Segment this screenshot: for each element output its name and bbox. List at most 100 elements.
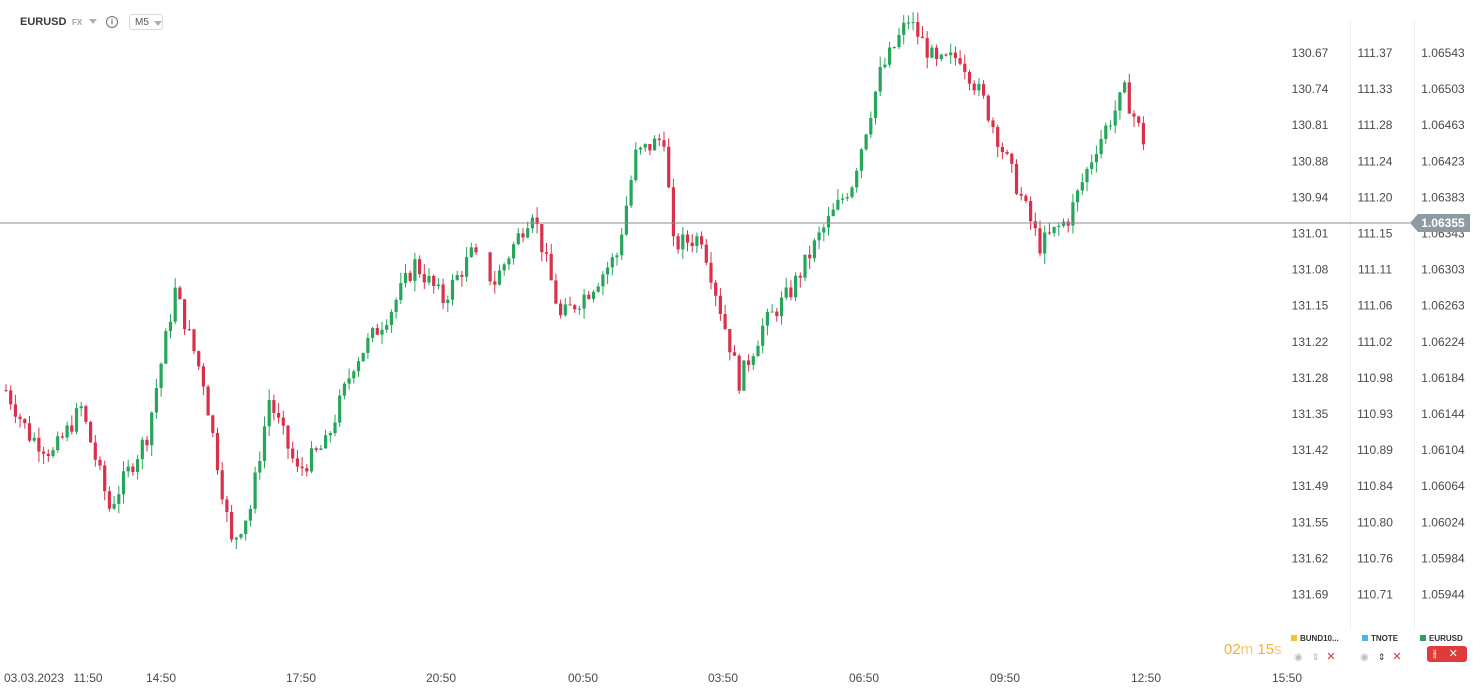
symbol-chevron-down-icon[interactable] <box>89 19 97 24</box>
candle-down <box>60 436 64 438</box>
candle-up <box>610 257 614 268</box>
candle-down <box>808 254 812 259</box>
candle-up <box>911 22 915 24</box>
price-tick-label: 110.98 <box>1357 371 1393 385</box>
candle-down <box>18 416 22 420</box>
price-tick-label: 111.20 <box>1358 190 1393 204</box>
candle-up <box>403 272 408 284</box>
candle-down <box>587 294 591 299</box>
price-tick-label: 130.74 <box>1292 82 1329 96</box>
candle-up <box>79 406 83 409</box>
candle-up <box>653 138 657 151</box>
settings-sliders-icon[interactable]: ⫲ <box>1433 648 1437 660</box>
candle-down <box>46 453 50 457</box>
instrument-chip-eurusd[interactable]: EURUSD <box>1420 634 1463 643</box>
candle-down <box>493 281 497 285</box>
price-tick-label: 111.02 <box>1358 335 1393 349</box>
close-icon[interactable]: ✕ <box>1326 651 1336 663</box>
candle-up <box>234 537 238 540</box>
price-tick-label: 131.42 <box>1292 443 1329 457</box>
instrument-name: TNOTE <box>1371 634 1399 643</box>
info-icon[interactable]: i <box>106 16 118 28</box>
candle-down <box>1019 193 1023 196</box>
candle-up <box>56 436 60 451</box>
candle-up <box>878 67 882 92</box>
eye-icon[interactable]: ◉ <box>1294 652 1303 663</box>
candle-up <box>1043 232 1047 254</box>
reorder-arrows-icon[interactable]: ⇕ <box>1311 652 1320 662</box>
candle-up <box>906 22 910 24</box>
candle-up <box>1080 182 1084 191</box>
candle-down <box>709 262 713 283</box>
price-tick-label: 1.05984 <box>1421 551 1465 565</box>
price-tick-label: 131.22 <box>1292 335 1329 349</box>
candles-layer <box>4 12 1145 550</box>
price-tick-label: 1.06383 <box>1421 190 1465 204</box>
bund-controls: ◉ ⇕ ✕ <box>1294 650 1336 664</box>
price-tick-label: 111.11 <box>1358 263 1392 277</box>
candle-up <box>1099 138 1103 155</box>
candle-down <box>916 22 920 37</box>
price-tick-label: 1.06263 <box>1421 299 1465 313</box>
candle-timer: 02m 15s <box>1224 641 1282 658</box>
candle-up <box>624 205 628 235</box>
price-tick-label: 110.93 <box>1357 407 1393 421</box>
time-tick-label: 17:50 <box>286 671 316 685</box>
timeframe-chevron-down-icon <box>154 21 162 26</box>
price-tick-label: 1.06184 <box>1421 371 1465 385</box>
candle-up <box>681 234 685 250</box>
reorder-arrows-icon[interactable]: ⇕ <box>1377 652 1386 662</box>
close-icon[interactable]: ✕ <box>1392 651 1402 663</box>
candle-down <box>89 421 93 443</box>
candle-up <box>855 170 859 188</box>
candle-down <box>314 448 318 450</box>
candle-down <box>958 58 962 64</box>
candle-down <box>220 470 224 500</box>
candle-up <box>888 47 892 65</box>
candle-up <box>620 234 624 256</box>
candle-down <box>549 253 553 281</box>
candle-up <box>826 216 831 228</box>
price-axis-3: 1.06543 1.06503 1.06463 1.06423 1.06383 1.063… <box>1421 46 1465 602</box>
candle-down <box>718 295 722 315</box>
eurusd-color-swatch <box>1420 635 1426 641</box>
instrument-chip-tnote[interactable]: TNOTE <box>1362 634 1398 643</box>
eye-icon[interactable]: ◉ <box>1360 652 1369 663</box>
candle-up <box>606 267 610 275</box>
candle-down <box>704 244 708 263</box>
candle-down <box>23 419 27 424</box>
candle-down <box>972 83 976 91</box>
candle-down <box>944 54 948 56</box>
candle-up <box>319 448 323 450</box>
price-axis-1: 130.67 130.74 130.81 130.88 130.94 131.01 131.… <box>1292 46 1329 602</box>
candle-up <box>831 209 835 217</box>
timeframe-select[interactable]: M5 <box>129 14 163 30</box>
instrument-name: BUND10... <box>1300 634 1339 643</box>
axis-separator <box>1414 20 1415 630</box>
price-axis-2: 111.37 111.33 111.28 111.24 111.20 111.15 111.… <box>1357 46 1393 602</box>
price-tick-label: 131.62 <box>1292 551 1329 565</box>
candle-up <box>248 508 252 521</box>
close-icon[interactable]: ✕ <box>1448 648 1458 660</box>
candle-down <box>42 451 46 454</box>
eurusd-controls: ⫲ ✕ <box>1427 646 1467 662</box>
candle-down <box>798 275 802 278</box>
candle-up <box>765 311 769 326</box>
candle-down <box>535 217 539 225</box>
symbol-label[interactable]: EURUSD <box>20 16 67 28</box>
candle-down <box>98 459 102 466</box>
candle-down <box>281 417 285 426</box>
instrument-chip-bund10[interactable]: BUND10... <box>1291 634 1339 643</box>
timer-minutes: 02 <box>1224 641 1241 658</box>
candle-down <box>662 140 666 147</box>
candle-down <box>1029 201 1033 222</box>
candle-up <box>342 383 346 396</box>
candle-up <box>121 471 126 495</box>
candle-down <box>13 404 17 417</box>
time-tick-label: 14:50 <box>146 671 176 685</box>
candle-up <box>869 118 873 135</box>
candle-down <box>1137 116 1141 123</box>
candle-down <box>1014 163 1019 194</box>
candle-down <box>1141 122 1145 145</box>
